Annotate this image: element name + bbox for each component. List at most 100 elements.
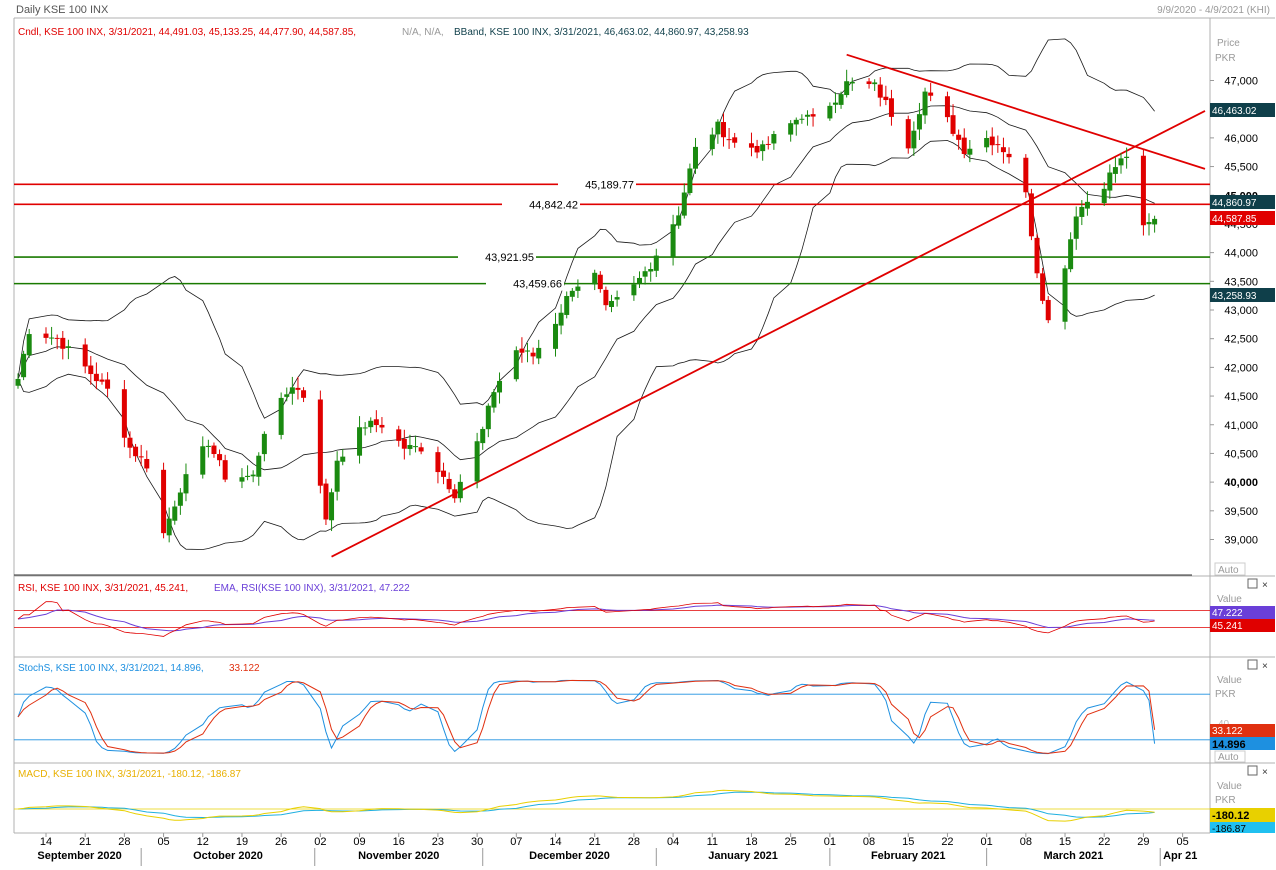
tag-close: 44,587.85 xyxy=(1212,214,1257,225)
candle-body xyxy=(984,137,990,148)
candle-body xyxy=(916,114,922,130)
tag-macd-signal-bg xyxy=(1210,822,1275,833)
candle-body xyxy=(592,272,598,285)
candle-body xyxy=(525,350,531,352)
candle-body xyxy=(642,271,648,277)
candle-body xyxy=(1062,268,1068,322)
macd-close-icon[interactable]: × xyxy=(1262,767,1268,778)
month-label: February 2021 xyxy=(871,850,946,862)
candle-body xyxy=(838,94,844,105)
candle-body xyxy=(603,289,609,306)
candle-body xyxy=(211,445,217,455)
macd-axis-unit: PKR xyxy=(1215,795,1236,806)
candle-body xyxy=(877,84,883,98)
candle-body xyxy=(474,441,480,482)
candle-body xyxy=(653,255,659,271)
candle-body xyxy=(340,456,346,462)
candle-body xyxy=(121,389,127,438)
rsi-close-icon[interactable]: × xyxy=(1262,580,1268,591)
price-tick-label: 40,500 xyxy=(1224,448,1258,460)
candle-body xyxy=(379,424,385,428)
candle-body xyxy=(928,92,934,96)
x-tick-label: 21 xyxy=(589,836,601,848)
x-tick-label: 19 xyxy=(236,836,248,848)
legend-stoch-d: 33.122 xyxy=(229,663,260,674)
x-tick-label: 07 xyxy=(510,836,522,848)
candle-body xyxy=(323,483,329,520)
candle-body xyxy=(222,460,228,480)
auto-scale-button[interactable] xyxy=(1214,562,1246,576)
candle-body xyxy=(15,378,21,386)
candle-body xyxy=(827,105,833,119)
candle-body xyxy=(793,119,799,125)
candle-body xyxy=(1028,193,1034,237)
candle-body xyxy=(788,123,794,135)
month-label: October 2020 xyxy=(193,850,263,862)
candle-body xyxy=(250,474,256,477)
x-tick-label: 05 xyxy=(157,836,169,848)
price-tags: 46,463.02 44,860.97 44,587.85 43,258.93 xyxy=(1210,103,1275,302)
candle-body xyxy=(1084,201,1090,209)
x-tick-label: 22 xyxy=(941,836,953,848)
candle-body xyxy=(911,130,917,149)
candle-body xyxy=(295,387,301,390)
candle-body xyxy=(1040,273,1046,301)
tag-macd-bg xyxy=(1210,808,1275,822)
x-tick-label: 01 xyxy=(981,836,993,848)
candle-body xyxy=(99,379,105,382)
tag-stoch-d-bg xyxy=(1210,724,1275,737)
legend-cndl: Cndl, KSE 100 INX, 3/31/2021, 44,491.03,… xyxy=(18,27,356,38)
candle-body xyxy=(687,168,693,193)
candle-body xyxy=(961,137,967,154)
tag-rsi: 45.241 xyxy=(1212,621,1243,632)
candle-body xyxy=(245,475,251,477)
legend-macd: MACD, KSE 100 INX, 3/31/2021, -180.12, -… xyxy=(18,769,241,780)
candle-body xyxy=(995,144,1001,146)
candle-body xyxy=(1000,147,1006,153)
macd-maximize-button[interactable] xyxy=(1247,765,1258,776)
bb-upper-line xyxy=(17,38,1155,419)
candle-body xyxy=(93,373,99,382)
month-label: November 2020 xyxy=(358,850,439,862)
candle-body xyxy=(138,456,144,458)
candle-body xyxy=(368,420,374,428)
candle-body xyxy=(1101,188,1107,204)
candle-body xyxy=(676,215,682,226)
candle-body xyxy=(144,458,150,469)
legend-na: N/A, N/A, xyxy=(402,27,444,38)
x-tick-label: 21 xyxy=(79,836,91,848)
month-label: December 2020 xyxy=(529,850,610,862)
candle-body xyxy=(771,134,777,144)
candle-body xyxy=(804,114,810,117)
price-tick-label: 41,000 xyxy=(1224,420,1258,432)
legend-stoch: StochS, KSE 100 INX, 3/31/2021, 14.896, xyxy=(18,663,204,674)
candle-body xyxy=(888,98,894,117)
candle-body xyxy=(1152,218,1158,225)
tag-stoch-d: 33.122 xyxy=(1212,726,1243,737)
candle-body xyxy=(1073,216,1079,239)
stoch-maximize-button[interactable] xyxy=(1247,659,1258,670)
candle-body xyxy=(944,96,950,118)
candle-body xyxy=(1023,157,1029,193)
level-label-bg xyxy=(502,197,580,212)
rsi-lines xyxy=(14,601,1210,637)
rsi-maximize-button[interactable] xyxy=(1247,578,1258,589)
candle-body xyxy=(849,81,855,84)
candle-body xyxy=(1034,237,1040,274)
x-tick-label: 15 xyxy=(1059,836,1071,848)
candle-body xyxy=(127,437,133,448)
candle-body xyxy=(989,136,995,146)
tag-macd: -180.12 xyxy=(1212,810,1249,822)
x-tick-label: 12 xyxy=(197,836,209,848)
tag-bb-upper-bg xyxy=(1210,103,1275,117)
candle-body xyxy=(418,447,424,452)
candle-body xyxy=(760,144,766,152)
rsi-ema-line xyxy=(17,604,1155,632)
candle-body xyxy=(720,122,726,138)
stoch-close-icon[interactable]: × xyxy=(1262,661,1268,672)
bb-lower-line xyxy=(17,140,1155,550)
auto-scale-label: Auto xyxy=(1218,565,1239,576)
stoch-auto-button[interactable] xyxy=(1214,750,1246,763)
x-tick-label: 11 xyxy=(707,836,718,848)
